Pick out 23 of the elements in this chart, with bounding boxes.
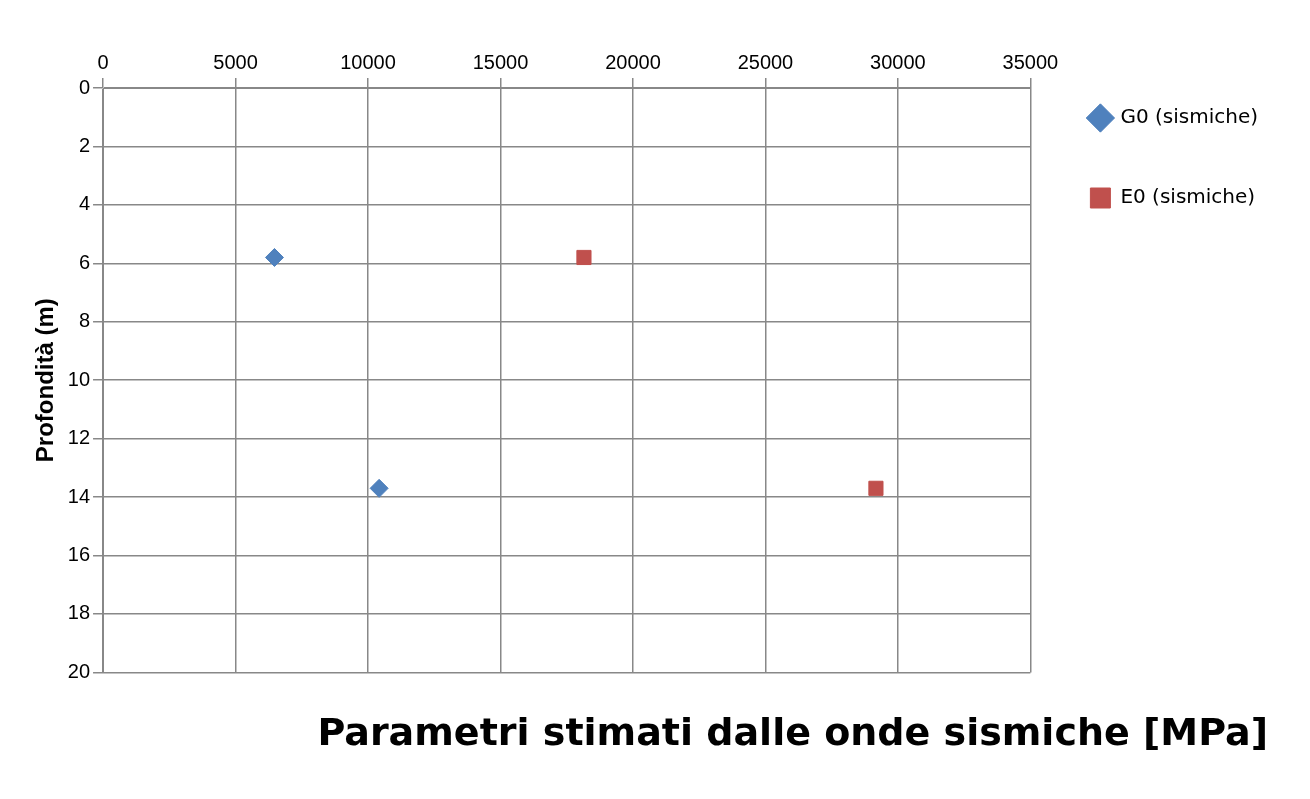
x-tick-label: 5000 bbox=[213, 50, 258, 73]
y-tick-label: 16 bbox=[67, 543, 91, 566]
x-tick-label: 30000 bbox=[870, 50, 926, 73]
y-tick-label: 4 bbox=[78, 192, 91, 215]
y-tick-label: 10 bbox=[67, 367, 91, 390]
legend-label: G0 (sismiche) bbox=[1120, 104, 1259, 129]
y-axis-title: Profondità (m) bbox=[31, 298, 59, 463]
x-tick-label: 0 bbox=[97, 50, 109, 73]
legend-label: E0 (sismiche) bbox=[1120, 184, 1256, 209]
y-tick-label: 6 bbox=[78, 250, 91, 273]
x-tick-label: 25000 bbox=[737, 50, 794, 73]
y-tick-label: 2 bbox=[78, 133, 91, 156]
x-tick-label: 35000 bbox=[1002, 50, 1059, 73]
x-tick-label: 20000 bbox=[605, 50, 661, 73]
y-tick-label: 12 bbox=[67, 426, 91, 449]
x-axis-title: Parametri stimati dalle onde sismiche [MPa] bbox=[317, 710, 1268, 755]
y-tick-label: 0 bbox=[78, 75, 91, 98]
x-tick-label: 15000 bbox=[472, 50, 529, 73]
y-tick-label: 14 bbox=[67, 484, 91, 507]
y-tick-label: 18 bbox=[67, 601, 91, 624]
x-tick-label: 10000 bbox=[340, 50, 396, 73]
y-tick-label: 8 bbox=[78, 309, 91, 332]
y-tick-label: 20 bbox=[67, 659, 91, 682]
